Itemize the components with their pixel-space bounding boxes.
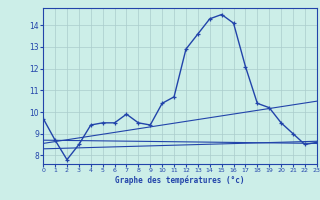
X-axis label: Graphe des températures (°c): Graphe des températures (°c) bbox=[115, 176, 245, 185]
